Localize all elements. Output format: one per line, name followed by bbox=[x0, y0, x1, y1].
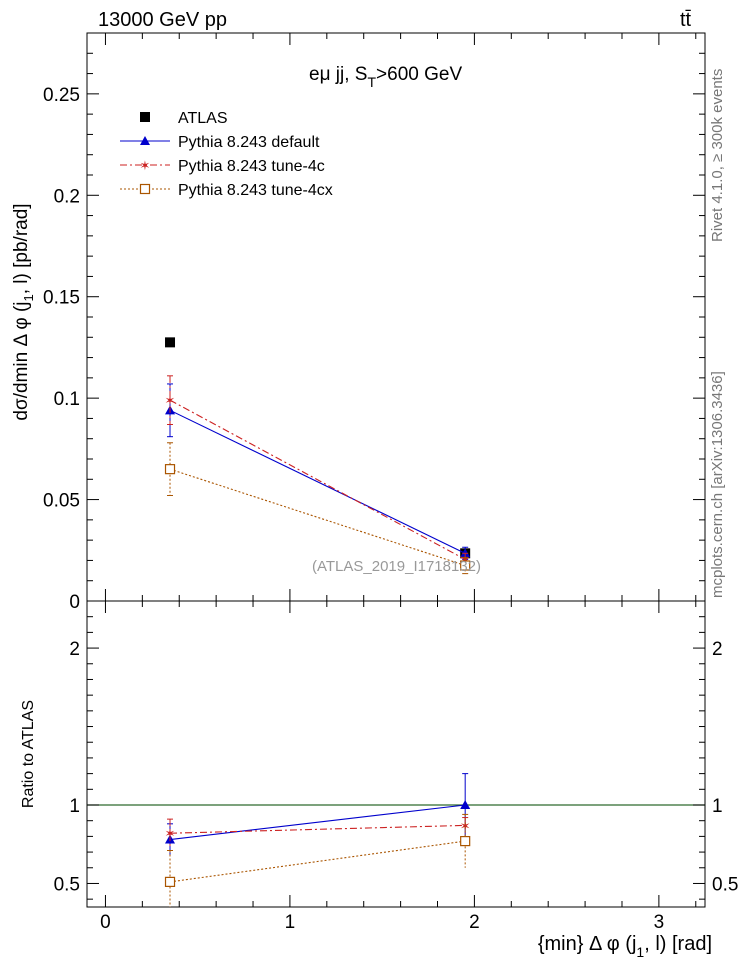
rivet-version-label: Rivet 4.1.0, ≥ 300k events bbox=[709, 69, 726, 242]
legend-marker bbox=[140, 112, 150, 122]
ratio-series-pythia-8-243-tune-4cx bbox=[164, 813, 471, 907]
analysis-watermark: (ATLAS_2019_I1718132) bbox=[312, 558, 481, 575]
x-axis-label-sub: 1 bbox=[636, 944, 644, 960]
main-ytick-label: 0.2 bbox=[54, 186, 80, 207]
series-pythia-8-243-tune-4cx bbox=[164, 442, 471, 575]
plot-title: eμ jj, ST>600 GeV bbox=[309, 64, 462, 90]
ratio-ylabel: Ratio to ATLAS bbox=[20, 700, 37, 808]
ratio-plot-frame bbox=[86, 600, 706, 908]
ratio-series-pythia-8-243-default bbox=[165, 773, 471, 856]
ratio-series-line bbox=[169, 804, 466, 841]
series-line bbox=[169, 409, 466, 554]
legend-marker bbox=[139, 183, 151, 195]
ratio-ytick-label-right: 0.5 bbox=[712, 874, 738, 895]
ratio-series-line bbox=[170, 824, 466, 834]
data-point bbox=[165, 337, 176, 348]
collision-label: 13000 GeV pp bbox=[98, 9, 227, 31]
ratio-marks: ✶✶ bbox=[164, 773, 471, 907]
legend-entry: Pythia 8.243 default bbox=[120, 134, 320, 151]
series-pythia-8-243-tune-4c: ✶✶ bbox=[165, 375, 471, 568]
main-ytick-label: 0 bbox=[69, 592, 80, 613]
ratio-ytick-label-right: 1 bbox=[712, 796, 723, 817]
legend-label: Pythia 8.243 tune-4c bbox=[178, 158, 325, 175]
legend-marker bbox=[140, 136, 150, 145]
legend-label: Pythia 8.243 tune-4cx bbox=[178, 182, 333, 199]
plot-title-base: eμ jj, S bbox=[309, 64, 367, 85]
process-label: tt̄ bbox=[680, 9, 692, 31]
x-tick-label: 1 bbox=[285, 912, 296, 933]
ratio-axes: 0.5 0.5 1 1 2 2 0 1 2 3 bbox=[54, 601, 738, 933]
x-tick-label: 0 bbox=[100, 912, 111, 933]
main-ytick-label: 0.15 bbox=[43, 288, 80, 309]
main-ylabel-sub: 1 bbox=[21, 294, 36, 301]
data-point bbox=[460, 560, 471, 571]
main-marks: ✶✶ bbox=[164, 337, 471, 575]
main-ytick-label: 0.25 bbox=[43, 85, 80, 106]
ratio-ytick-label: 0.5 bbox=[54, 874, 80, 895]
legend-marker: ✶ bbox=[140, 159, 151, 174]
ratio-ytick-label: 1 bbox=[69, 796, 80, 817]
legend-entry: ATLAS bbox=[140, 110, 228, 127]
main-ytick-label: 0.05 bbox=[43, 491, 80, 512]
ratio-ytick-label-right: 2 bbox=[712, 639, 723, 660]
ratio-ytick-label: 2 bbox=[69, 639, 80, 660]
legend: ATLAS Pythia 8.243 default ✶ Pythia 8.243 t… bbox=[120, 110, 333, 199]
main-ylabel-b: , l) [pb/rad] bbox=[11, 203, 32, 294]
x-axis-label: {min} Δ φ (j1, l) [rad] bbox=[538, 933, 712, 960]
ratio-data-point bbox=[164, 876, 176, 887]
x-tick-label: 2 bbox=[469, 912, 480, 933]
series-line bbox=[169, 399, 466, 560]
main-ylabel-a: dσ/dmin Δ φ (j bbox=[11, 301, 32, 420]
main-ytick-label: 0.1 bbox=[54, 389, 80, 410]
series-pythia-8-243-default bbox=[165, 383, 471, 560]
x-axis-label-b: , l) [rad] bbox=[644, 933, 712, 955]
legend-label: Pythia 8.243 default bbox=[178, 134, 320, 151]
mcplots-label: mcplots.cern.ch [arXiv:1306.3436] bbox=[709, 371, 726, 598]
legend-entry: Pythia 8.243 tune-4cx bbox=[120, 182, 333, 199]
main-axes: 0 0.05 0.1 0.15 0.2 0.25 bbox=[43, 33, 705, 613]
data-point bbox=[164, 464, 176, 475]
series-atlas bbox=[165, 337, 471, 559]
ratio-data-point bbox=[460, 835, 471, 847]
series-line bbox=[169, 468, 466, 567]
plot-title-sub: T bbox=[367, 74, 376, 90]
legend-label: ATLAS bbox=[178, 110, 228, 127]
plot-title-tail: >600 GeV bbox=[376, 64, 462, 85]
main-ylabel: dσ/dmin Δ φ (j1, l) [pb/rad] bbox=[11, 203, 36, 420]
ratio-data-point bbox=[460, 800, 471, 809]
ratio-series-line bbox=[169, 840, 466, 883]
x-tick-label: 3 bbox=[654, 912, 665, 933]
x-axis-label-a: {min} Δ φ (j bbox=[538, 933, 637, 955]
legend-entry: ✶ Pythia 8.243 tune-4c bbox=[120, 158, 325, 175]
data-point: ✶ bbox=[165, 394, 176, 409]
ratio-data-point: ✶ bbox=[165, 827, 176, 842]
